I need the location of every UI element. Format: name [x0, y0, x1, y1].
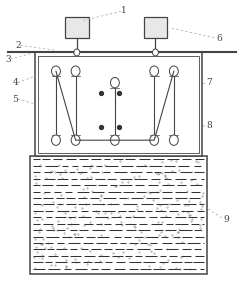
Text: 1: 1 [121, 6, 126, 15]
Circle shape [52, 66, 60, 76]
Circle shape [110, 135, 119, 145]
Text: 9: 9 [224, 215, 229, 224]
Circle shape [71, 135, 80, 145]
Text: 4: 4 [13, 78, 18, 87]
Circle shape [71, 66, 80, 76]
Circle shape [74, 49, 80, 56]
Text: 3: 3 [5, 55, 11, 64]
Text: 8: 8 [206, 121, 212, 130]
Bar [30, 156, 207, 274]
Text: 5: 5 [13, 95, 18, 104]
Bar [38, 56, 199, 153]
Circle shape [150, 66, 159, 76]
Bar [144, 16, 167, 38]
Text: 7: 7 [206, 78, 212, 87]
Circle shape [152, 49, 158, 56]
Circle shape [150, 135, 159, 145]
Circle shape [169, 135, 178, 145]
Circle shape [169, 66, 178, 76]
Bar [35, 53, 202, 156]
Text: 2: 2 [15, 41, 21, 50]
Bar [65, 16, 88, 38]
Circle shape [110, 77, 119, 88]
Circle shape [52, 135, 60, 145]
Text: 6: 6 [216, 34, 222, 42]
